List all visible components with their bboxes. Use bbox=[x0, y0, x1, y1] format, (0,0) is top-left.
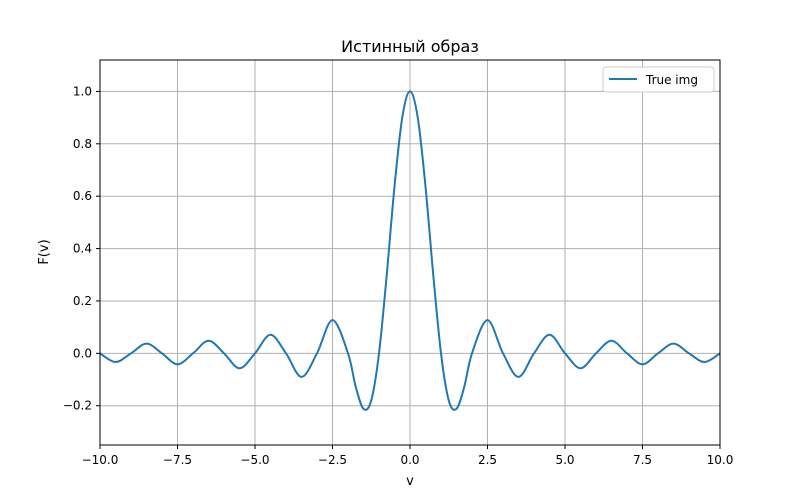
x-tick-label: 7.5 bbox=[633, 453, 652, 467]
y-tick-label: 0.0 bbox=[73, 346, 92, 360]
chart-title: Истинный образ bbox=[341, 37, 479, 56]
x-tick-label: 2.5 bbox=[478, 453, 497, 467]
x-tick-label: −2.5 bbox=[318, 453, 347, 467]
y-tick-label: 0.8 bbox=[73, 137, 92, 151]
y-axis: −0.2 0.0 0.2 0.4 0.6 0.8 1.0 bbox=[63, 84, 100, 413]
legend-entry-label: True img bbox=[645, 73, 698, 87]
y-tick-label: −0.2 bbox=[63, 399, 92, 413]
x-tick-label: 0.0 bbox=[400, 453, 419, 467]
x-tick-label: −5.0 bbox=[240, 453, 269, 467]
x-axis: −10.0 −7.5 −5.0 −2.5 0.0 2.5 5.0 7.5 10.0 bbox=[82, 445, 734, 467]
y-tick-label: 0.4 bbox=[73, 242, 92, 256]
y-tick-label: 1.0 bbox=[73, 84, 92, 98]
x-tick-label: 5.0 bbox=[555, 453, 574, 467]
y-tick-label: 0.2 bbox=[73, 294, 92, 308]
y-axis-label: F(v) bbox=[37, 239, 52, 264]
x-tick-label: 10.0 bbox=[707, 453, 734, 467]
x-tick-label: −10.0 bbox=[82, 453, 119, 467]
series-layer bbox=[99, 90, 721, 411]
y-tick-label: 0.6 bbox=[73, 189, 92, 203]
legend: True img bbox=[602, 66, 715, 93]
x-tick-label: −7.5 bbox=[163, 453, 192, 467]
x-axis-label: v bbox=[406, 474, 414, 489]
legend-box bbox=[602, 66, 715, 93]
series-line-0 bbox=[99, 90, 721, 411]
